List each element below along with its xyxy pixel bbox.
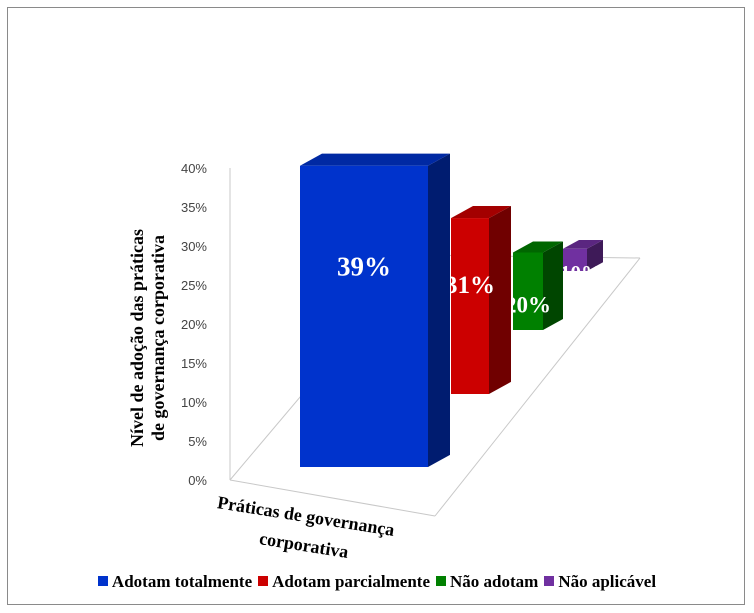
y-tick-label: 25%	[181, 278, 207, 293]
legend-label: Não adotam	[450, 572, 539, 591]
bar-top	[513, 241, 563, 253]
bar-3: 20%	[505, 241, 563, 330]
bar-series: 10% 20% 31% 39%	[300, 153, 603, 467]
bar-front	[300, 165, 428, 467]
legend-label: Adotam totalmente	[111, 572, 253, 591]
y-axis-ticks: 0% 5% 10% 15% 20% 25% 30% 35% 40%	[181, 161, 207, 488]
legend-swatch	[436, 576, 446, 586]
legend-item: Adotam totalmente	[97, 572, 253, 592]
bar-front	[451, 218, 489, 394]
y-tick-label: 30%	[181, 239, 207, 254]
x-axis-label-line2: corporativa	[258, 528, 350, 562]
bar-top	[563, 239, 603, 249]
y-tick-label: 15%	[181, 356, 207, 371]
legend-item: Não adotam	[436, 572, 538, 592]
bar-side	[489, 205, 511, 394]
bar-4: 10%	[560, 239, 603, 285]
bar-side	[587, 239, 603, 271]
y-tick-label: 5%	[188, 434, 207, 449]
bar-side	[543, 241, 563, 330]
legend-swatch	[544, 576, 555, 586]
y-tick-label: 40%	[181, 161, 207, 176]
bar-top	[300, 153, 450, 166]
legend-item: Não aplicável	[544, 572, 656, 592]
legend-swatch	[258, 576, 269, 586]
y-tick-label: 35%	[181, 200, 207, 215]
x-axis-label-line1: Práticas de governança	[216, 492, 396, 540]
y-tick-label: 10%	[181, 395, 207, 410]
y-tick-label: 20%	[181, 317, 207, 332]
y-axis-label-line2: de governança corporativa	[148, 235, 168, 441]
bar-top	[451, 205, 511, 219]
bar-1: 39%	[300, 153, 450, 467]
y-axis-label-line1: Nível de adoção das práticas	[127, 229, 147, 447]
bar-2: 31%	[445, 205, 511, 394]
legend-item: Adotam parcialmente	[258, 572, 430, 592]
legend-swatch	[97, 576, 108, 586]
data-label: 31%	[445, 272, 495, 299]
bar-front	[513, 252, 543, 330]
bar-side	[428, 153, 450, 467]
data-label: 20%	[505, 293, 551, 318]
legend-label: Adotam parcialmente	[272, 572, 430, 591]
data-label: 10%	[560, 261, 602, 285]
chart-legend: Adotam totalmente Adotam parcialmente Não …	[0, 572, 754, 592]
y-tick-label: 0%	[188, 473, 207, 488]
data-label: 39%	[337, 252, 391, 282]
legend-label: Não aplicável	[558, 572, 657, 591]
bar-front	[563, 248, 587, 271]
